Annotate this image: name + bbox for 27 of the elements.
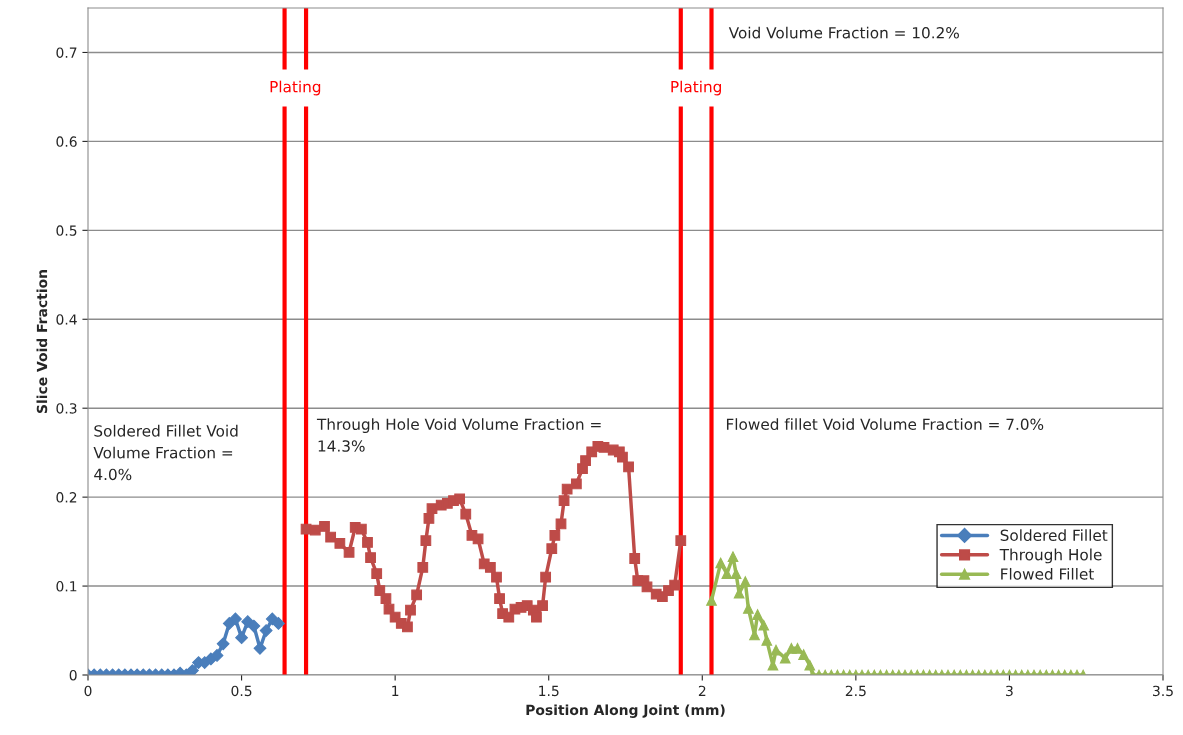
y-tick-label: 0.1: [56, 581, 77, 592]
ref-line-label: Plating: [270, 80, 321, 96]
x-tick-label: 1: [392, 685, 399, 696]
legend-label: Through Hole: [999, 548, 1102, 564]
annotation: Through Hole Void Volume Fraction = 14.3%: [316, 418, 601, 452]
annotation: Void Volume Fraction = 10.2%: [728, 26, 959, 39]
y-tick-label: 0.4: [56, 314, 77, 325]
y-tick-label: 0: [69, 669, 77, 681]
legend-label: Soldered Fillet: [1000, 529, 1108, 542]
x-tick-label: 0: [84, 685, 92, 697]
y-tick-label: 0.2: [56, 492, 77, 503]
x-tick-label: 0.5: [231, 685, 252, 697]
x-tick-label: 2.5: [845, 685, 866, 697]
legend-label: Flowed Fillet: [1001, 567, 1094, 580]
annotation: Soldered Fillet Void Volume Fraction = 4.0%: [93, 424, 238, 481]
y-tick-label: 0.6: [56, 136, 77, 147]
x-axis-title: Position Along Joint (mm): [526, 704, 725, 718]
ref-line-label: Plating: [671, 80, 721, 96]
annotation: Flowed fillet Void Volume Fraction = 7.0%: [726, 418, 1044, 431]
y-axis-title: Slice Void Fraction: [36, 270, 48, 413]
x-tick-label: 2: [698, 685, 706, 696]
y-tick-label: 0.7: [56, 47, 77, 58]
x-tick-label: 3: [1006, 685, 1013, 697]
x-tick-label: 3.5: [1153, 685, 1173, 697]
x-tick-label: 1.5: [539, 685, 559, 697]
y-tick-label: 0.5: [56, 225, 77, 236]
y-tick-label: 0.3: [56, 403, 77, 414]
